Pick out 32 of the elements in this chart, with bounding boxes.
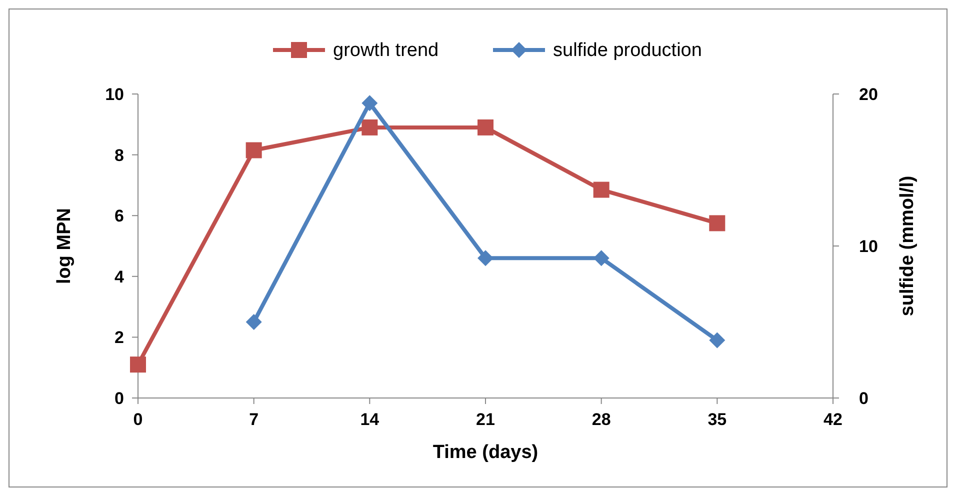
y-tick-label: 10 bbox=[105, 85, 124, 104]
y2-tick-label: 0 bbox=[859, 389, 868, 408]
x-tick-label: 28 bbox=[592, 410, 611, 429]
point bbox=[593, 182, 610, 198]
y-axis-title: log MPN bbox=[54, 208, 75, 284]
point bbox=[709, 215, 726, 232]
point bbox=[362, 95, 378, 112]
x-tick-label: 42 bbox=[824, 410, 842, 429]
y-tick-label: 2 bbox=[114, 328, 124, 348]
y-tick-label: 4 bbox=[114, 267, 125, 286]
point bbox=[246, 314, 262, 330]
y-tick-label: 8 bbox=[114, 146, 124, 165]
point bbox=[478, 119, 494, 136]
y2-tick-label: 10 bbox=[859, 237, 878, 256]
x-tick-label: 0 bbox=[133, 410, 143, 429]
x-axis-title: Time (days) bbox=[432, 442, 538, 463]
y-tick-label: 0 bbox=[114, 389, 124, 408]
point bbox=[478, 250, 494, 266]
point bbox=[709, 332, 726, 348]
x-tick-label: 21 bbox=[476, 410, 495, 429]
y-tick-label: 6 bbox=[114, 206, 124, 226]
y2-tick-label: 20 bbox=[859, 85, 878, 104]
point bbox=[593, 250, 610, 266]
legend-label: sulfide production bbox=[553, 40, 702, 61]
x-tick-label: 7 bbox=[249, 410, 259, 429]
point bbox=[362, 119, 378, 136]
point bbox=[246, 142, 262, 158]
x-tick-label: 14 bbox=[360, 410, 380, 429]
x-tick-label: 35 bbox=[708, 410, 727, 429]
point bbox=[130, 356, 146, 373]
y2-axis-title: sulfide (mmol/l) bbox=[897, 176, 918, 316]
legend-label: growth trend bbox=[333, 40, 439, 61]
